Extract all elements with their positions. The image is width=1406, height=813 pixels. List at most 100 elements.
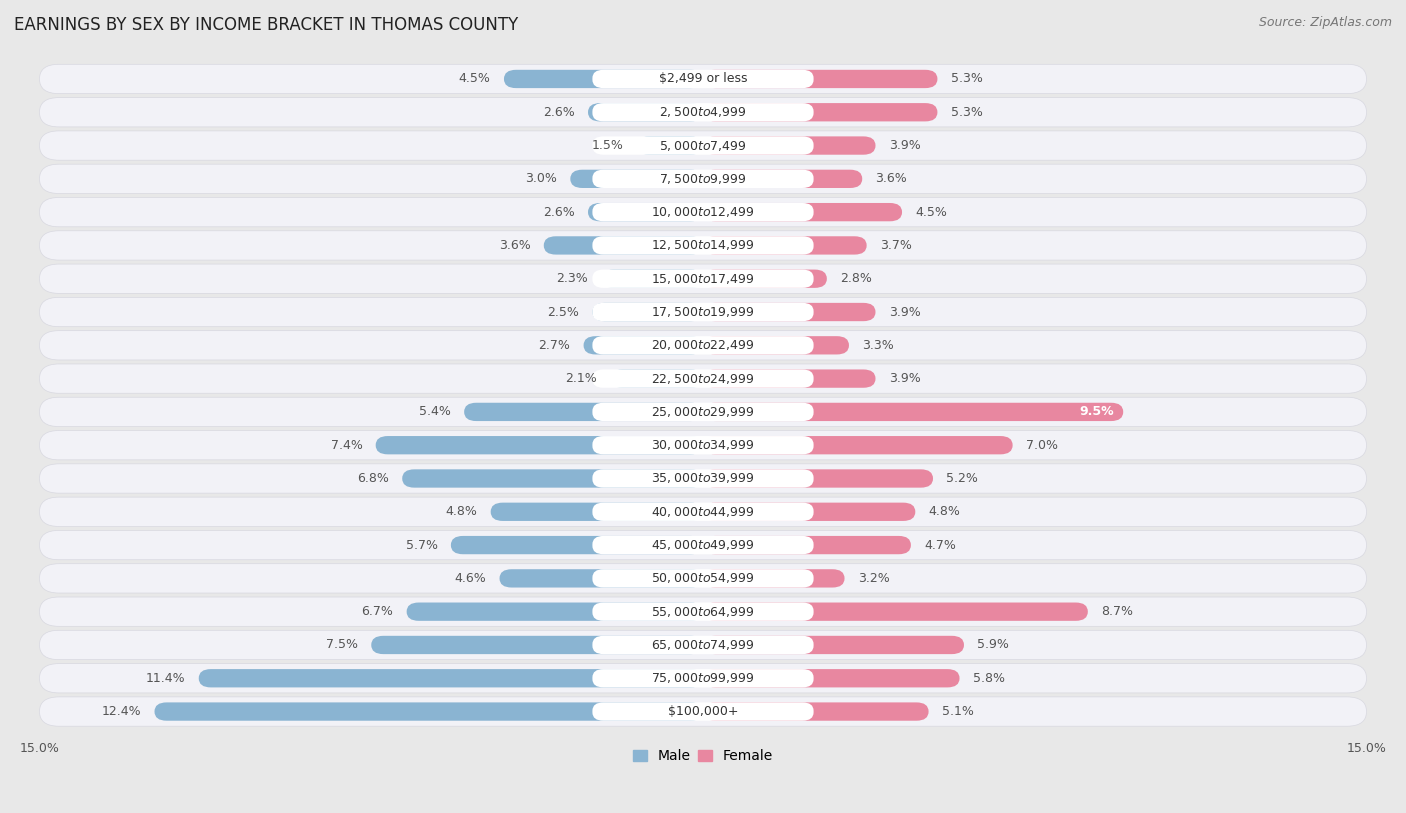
Text: 4.8%: 4.8% — [928, 506, 960, 519]
FancyBboxPatch shape — [571, 170, 703, 188]
FancyBboxPatch shape — [39, 98, 1367, 127]
FancyBboxPatch shape — [464, 402, 703, 421]
FancyBboxPatch shape — [703, 170, 862, 188]
FancyBboxPatch shape — [592, 469, 814, 488]
Text: 5.7%: 5.7% — [405, 538, 437, 551]
Text: $20,000 to $22,499: $20,000 to $22,499 — [651, 338, 755, 352]
Text: 2.8%: 2.8% — [841, 272, 872, 285]
FancyBboxPatch shape — [592, 436, 814, 454]
FancyBboxPatch shape — [592, 669, 814, 688]
FancyBboxPatch shape — [503, 70, 703, 88]
Text: 3.6%: 3.6% — [876, 172, 907, 185]
FancyBboxPatch shape — [39, 64, 1367, 93]
Text: 5.3%: 5.3% — [950, 72, 983, 85]
FancyBboxPatch shape — [39, 697, 1367, 726]
Text: 3.0%: 3.0% — [526, 172, 557, 185]
Text: 4.7%: 4.7% — [924, 538, 956, 551]
Text: $2,500 to $4,999: $2,500 to $4,999 — [659, 105, 747, 120]
Text: 5.2%: 5.2% — [946, 472, 979, 485]
Text: 7.4%: 7.4% — [330, 439, 363, 452]
Text: 7.0%: 7.0% — [1026, 439, 1057, 452]
Text: 2.7%: 2.7% — [538, 339, 571, 352]
FancyBboxPatch shape — [588, 103, 703, 121]
FancyBboxPatch shape — [703, 237, 866, 254]
FancyBboxPatch shape — [703, 70, 938, 88]
FancyBboxPatch shape — [39, 431, 1367, 460]
Text: 5.4%: 5.4% — [419, 406, 451, 419]
Text: $45,000 to $49,999: $45,000 to $49,999 — [651, 538, 755, 552]
FancyBboxPatch shape — [155, 702, 703, 720]
FancyBboxPatch shape — [588, 203, 703, 221]
Text: 2.1%: 2.1% — [565, 372, 596, 385]
FancyBboxPatch shape — [39, 264, 1367, 293]
FancyBboxPatch shape — [39, 364, 1367, 393]
FancyBboxPatch shape — [39, 298, 1367, 327]
FancyBboxPatch shape — [491, 502, 703, 521]
Text: 3.3%: 3.3% — [862, 339, 894, 352]
FancyBboxPatch shape — [39, 198, 1367, 227]
Text: $55,000 to $64,999: $55,000 to $64,999 — [651, 605, 755, 619]
FancyBboxPatch shape — [703, 203, 903, 221]
Text: 2.6%: 2.6% — [543, 206, 575, 219]
Text: 4.8%: 4.8% — [446, 506, 478, 519]
FancyBboxPatch shape — [406, 602, 703, 621]
FancyBboxPatch shape — [703, 270, 827, 288]
Text: 3.6%: 3.6% — [499, 239, 530, 252]
FancyBboxPatch shape — [592, 303, 814, 321]
FancyBboxPatch shape — [592, 237, 814, 254]
FancyBboxPatch shape — [592, 602, 814, 621]
Text: $5,000 to $7,499: $5,000 to $7,499 — [659, 138, 747, 153]
FancyBboxPatch shape — [592, 270, 814, 288]
FancyBboxPatch shape — [592, 636, 814, 654]
FancyBboxPatch shape — [637, 137, 703, 154]
FancyBboxPatch shape — [703, 636, 965, 654]
Text: 7.5%: 7.5% — [326, 638, 359, 651]
FancyBboxPatch shape — [592, 569, 814, 588]
Text: 2.5%: 2.5% — [547, 306, 579, 319]
Text: 5.1%: 5.1% — [942, 705, 974, 718]
Text: $15,000 to $17,499: $15,000 to $17,499 — [651, 272, 755, 285]
FancyBboxPatch shape — [39, 497, 1367, 527]
FancyBboxPatch shape — [602, 270, 703, 288]
FancyBboxPatch shape — [703, 103, 938, 121]
FancyBboxPatch shape — [703, 569, 845, 588]
Text: $10,000 to $12,499: $10,000 to $12,499 — [651, 205, 755, 220]
FancyBboxPatch shape — [499, 569, 703, 588]
FancyBboxPatch shape — [198, 669, 703, 688]
FancyBboxPatch shape — [583, 336, 703, 354]
FancyBboxPatch shape — [592, 103, 814, 121]
FancyBboxPatch shape — [592, 702, 814, 720]
Text: 3.9%: 3.9% — [889, 139, 921, 152]
Text: $2,499 or less: $2,499 or less — [659, 72, 747, 85]
FancyBboxPatch shape — [592, 369, 814, 388]
Legend: Male, Female: Male, Female — [627, 744, 779, 768]
FancyBboxPatch shape — [39, 231, 1367, 260]
FancyBboxPatch shape — [703, 502, 915, 521]
FancyBboxPatch shape — [592, 170, 814, 188]
Text: 5.9%: 5.9% — [977, 638, 1010, 651]
FancyBboxPatch shape — [592, 203, 814, 221]
Text: 12.4%: 12.4% — [101, 705, 141, 718]
Text: 8.7%: 8.7% — [1101, 605, 1133, 618]
Text: 9.5%: 9.5% — [1080, 406, 1115, 419]
Text: $100,000+: $100,000+ — [668, 705, 738, 718]
FancyBboxPatch shape — [592, 70, 814, 88]
FancyBboxPatch shape — [703, 669, 959, 688]
Text: $25,000 to $29,999: $25,000 to $29,999 — [651, 405, 755, 419]
Text: $7,500 to $9,999: $7,500 to $9,999 — [659, 172, 747, 186]
Text: 2.6%: 2.6% — [543, 106, 575, 119]
Text: 4.5%: 4.5% — [915, 206, 948, 219]
FancyBboxPatch shape — [703, 702, 928, 720]
Text: 6.8%: 6.8% — [357, 472, 389, 485]
FancyBboxPatch shape — [39, 563, 1367, 593]
Text: 5.3%: 5.3% — [950, 106, 983, 119]
FancyBboxPatch shape — [703, 369, 876, 388]
FancyBboxPatch shape — [592, 402, 814, 421]
FancyBboxPatch shape — [592, 536, 814, 554]
Text: $40,000 to $44,999: $40,000 to $44,999 — [651, 505, 755, 519]
FancyBboxPatch shape — [592, 303, 703, 321]
Text: 3.2%: 3.2% — [858, 572, 890, 585]
FancyBboxPatch shape — [39, 164, 1367, 193]
FancyBboxPatch shape — [39, 131, 1367, 160]
FancyBboxPatch shape — [703, 303, 876, 321]
